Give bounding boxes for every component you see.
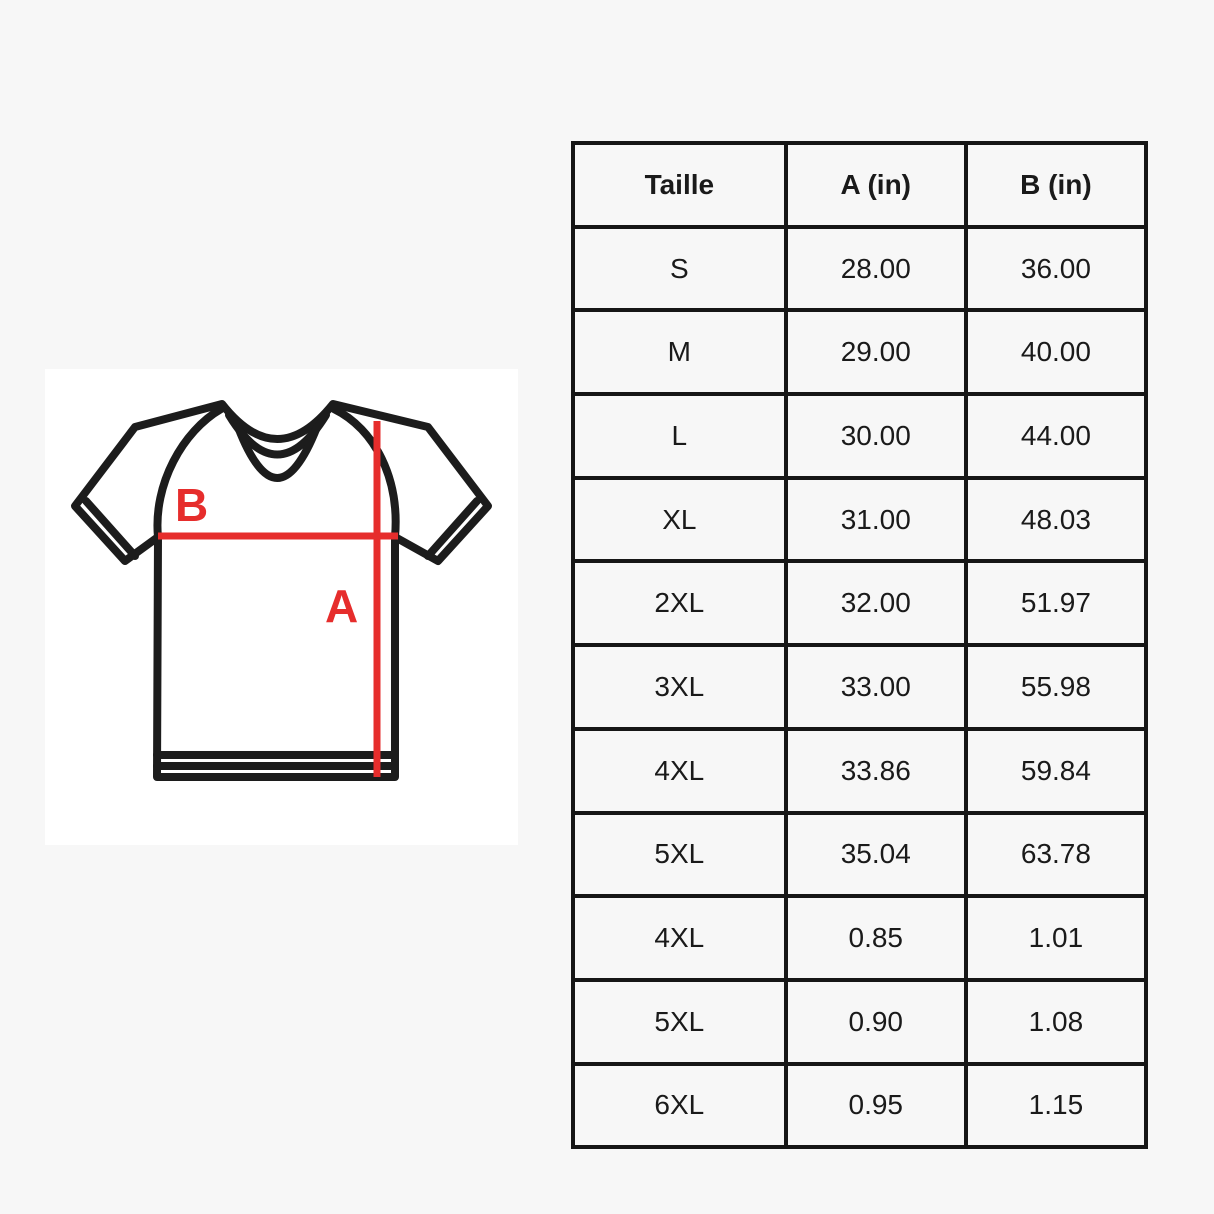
table-row: S 28.00 36.00	[571, 224, 1149, 313]
measure-a-cell: 0.95	[783, 1061, 968, 1150]
size-cell: S	[571, 224, 788, 313]
size-cell: L	[571, 392, 788, 480]
table-row: XL 31.00 48.03	[571, 475, 1149, 564]
size-cell: 3XL	[571, 643, 788, 731]
measure-b-cell: 63.78	[963, 810, 1149, 899]
table-row: L 30.00 44.00	[571, 392, 1149, 480]
size-cell: XL	[571, 475, 788, 564]
tshirt-body-outline	[71, 400, 492, 781]
header-cell-taille: Taille	[571, 141, 788, 229]
measure-b-cell: 55.98	[963, 643, 1149, 731]
measure-b-cell: 1.15	[963, 1061, 1149, 1150]
measure-a-cell: 28.00	[783, 224, 968, 313]
size-table-header: Taille A (in) B (in)	[571, 141, 1149, 229]
measure-b-cell: 51.97	[963, 559, 1149, 648]
measure-b-cell: 1.01	[963, 894, 1149, 982]
shirt-diagram-panel: B A	[45, 369, 518, 845]
measure-a-cell: 30.00	[783, 392, 968, 480]
measure-a-cell: 33.00	[783, 643, 968, 731]
left-cuff-seam	[82, 497, 139, 560]
collar-band-inner	[234, 423, 321, 482]
measure-b-cell: 36.00	[963, 224, 1149, 313]
header-row: Taille A (in) B (in)	[571, 141, 1149, 229]
table-row: 2XL 32.00 51.97	[571, 559, 1149, 648]
measure-b-cell: 48.03	[963, 475, 1149, 564]
table-row: 5XL 0.90 1.08	[571, 977, 1149, 1066]
size-cell: M	[571, 308, 788, 397]
table-row: 4XL 33.86 59.84	[571, 726, 1149, 815]
header-cell-a: A (in)	[783, 141, 968, 229]
size-cell: 6XL	[571, 1061, 788, 1150]
size-table-body: S 28.00 36.00 M 29.00 40.00 L 30.00 44.00 XL 31.00…	[571, 224, 1149, 1150]
measure-a-cell: 33.86	[783, 726, 968, 815]
size-cell: 2XL	[571, 559, 788, 648]
measure-label-a: A	[325, 580, 358, 632]
right-cuff-seam	[424, 497, 481, 560]
header-cell-b: B (in)	[963, 141, 1149, 229]
measure-a-cell: 0.85	[783, 894, 968, 982]
measure-a-cell: 35.04	[783, 810, 968, 899]
table-row: 3XL 33.00 55.98	[571, 643, 1149, 731]
measure-label-b: B	[175, 479, 208, 531]
right-shoulder-seam	[330, 405, 400, 541]
measure-a-cell: 29.00	[783, 308, 968, 397]
table-row: M 29.00 40.00	[571, 308, 1149, 397]
table-row: 6XL 0.95 1.15	[571, 1061, 1149, 1150]
size-cell: 5XL	[571, 977, 788, 1066]
measure-a-cell: 31.00	[783, 475, 968, 564]
measure-b-cell: 1.08	[963, 977, 1149, 1066]
measure-a-cell: 0.90	[783, 977, 968, 1066]
tshirt-diagram-icon: B A	[71, 400, 492, 781]
size-table: Taille A (in) B (in) S 28.00 36.00 M 29.00 40…	[571, 141, 1149, 1150]
table-row: 4XL 0.85 1.01	[571, 894, 1149, 982]
left-shoulder-seam	[153, 405, 225, 541]
measure-a-cell: 32.00	[783, 559, 968, 648]
table-row: 5XL 35.04 63.78	[571, 810, 1149, 899]
measure-b-cell: 44.00	[963, 392, 1149, 480]
size-cell: 5XL	[571, 810, 788, 899]
size-cell: 4XL	[571, 894, 788, 982]
measure-b-cell: 59.84	[963, 726, 1149, 815]
size-cell: 4XL	[571, 726, 788, 815]
measure-b-cell: 40.00	[963, 308, 1149, 397]
